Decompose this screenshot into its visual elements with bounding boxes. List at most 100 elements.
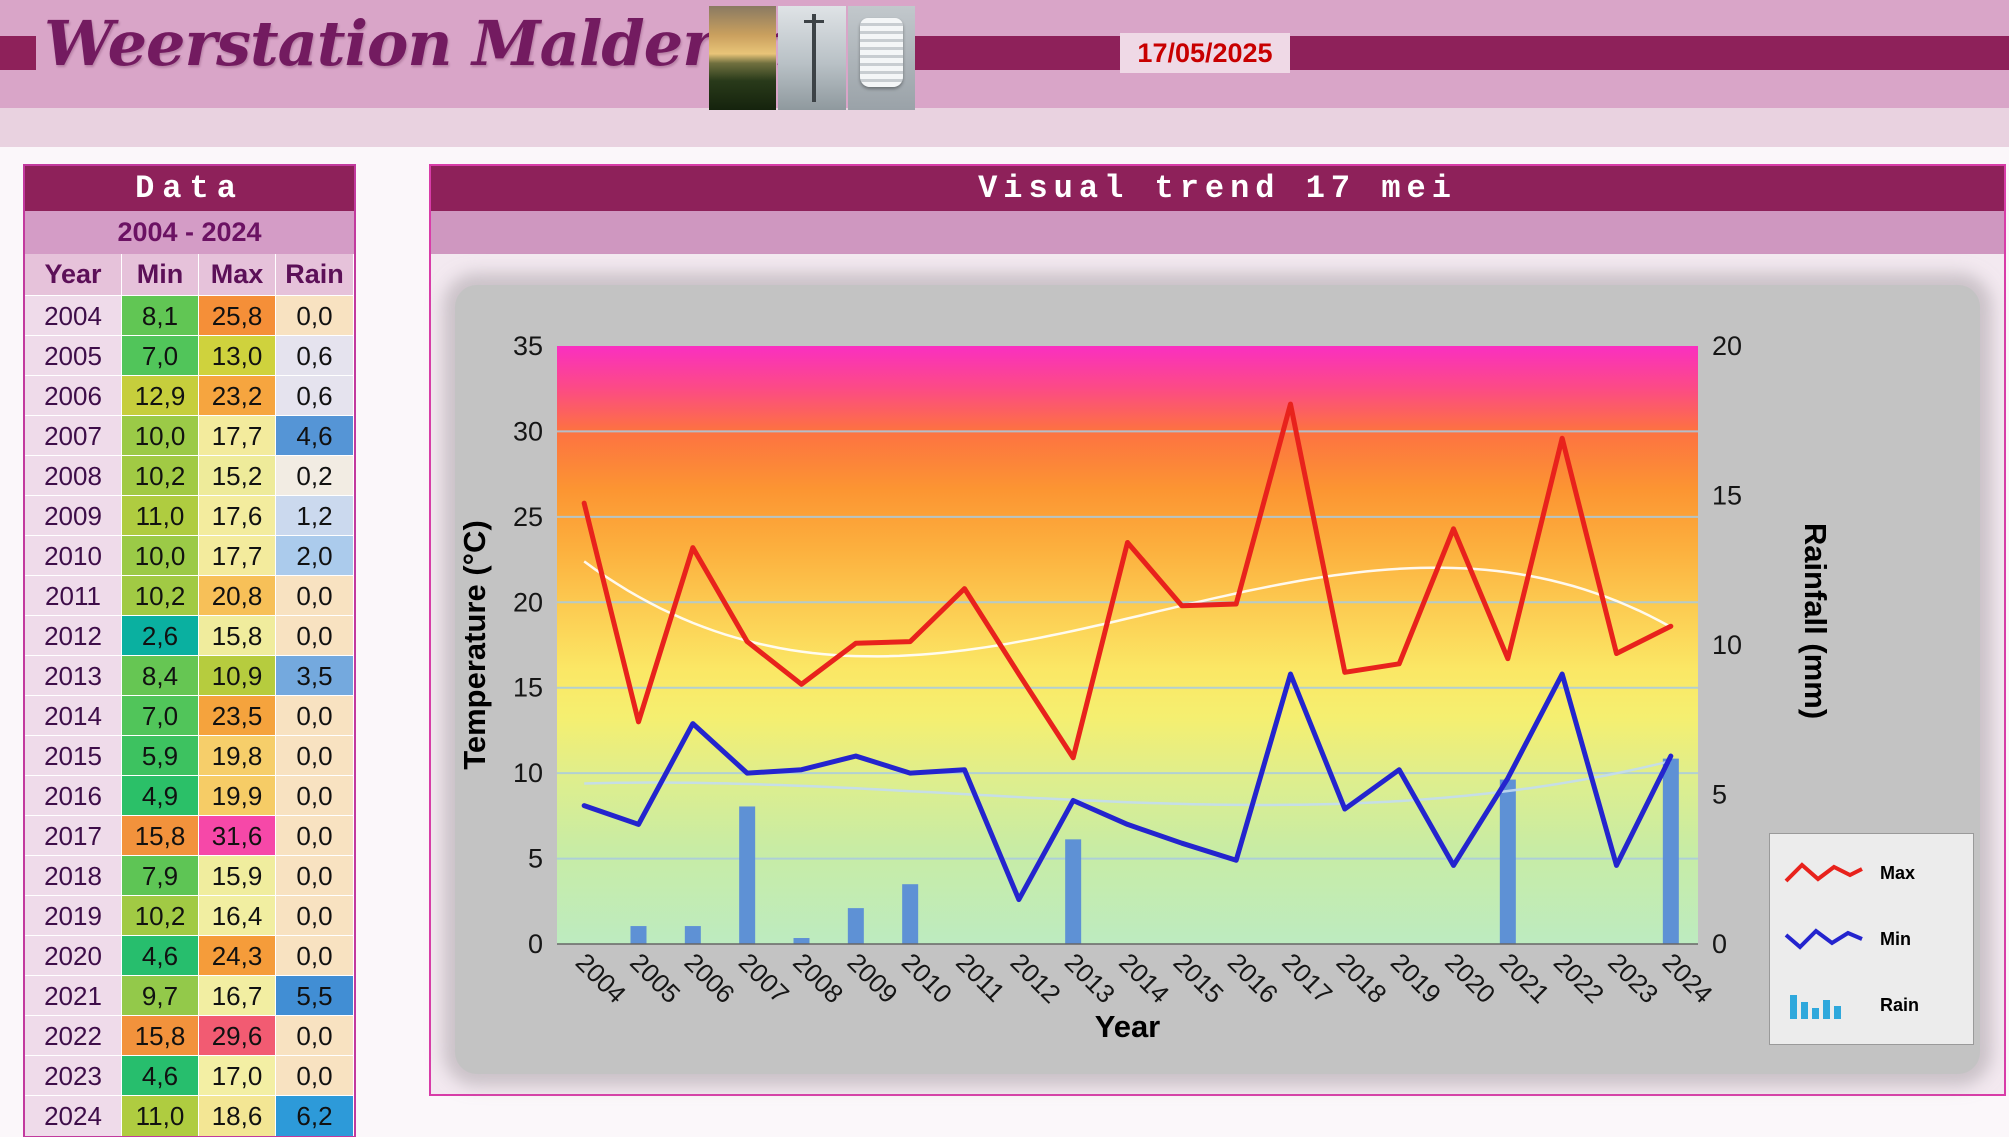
rain-cell: 0,6 bbox=[276, 335, 354, 376]
year-cell: 2004 bbox=[25, 295, 122, 336]
rain-cell: 0,6 bbox=[276, 375, 354, 416]
table-row: 2020 4,6 24,3 0,0 bbox=[25, 935, 354, 976]
rain-cell: 5,5 bbox=[276, 975, 354, 1016]
x-axis-tick: 2023 bbox=[1602, 947, 1664, 1009]
table-row: 2004 8,1 25,8 0,0 bbox=[25, 295, 354, 336]
table-row: 2013 8,4 10,9 3,5 bbox=[25, 655, 354, 696]
x-axis-tick: 2013 bbox=[1059, 947, 1121, 1009]
table-row: 2019 10,2 16,4 0,0 bbox=[25, 895, 354, 936]
rain-bar bbox=[847, 908, 864, 944]
chart-legend: Max Min Rain bbox=[1769, 833, 1974, 1045]
table-row: 2024 11,0 18,6 6,2 bbox=[25, 1095, 354, 1136]
y-axis-tick-left: 0 bbox=[528, 929, 543, 959]
header-band-bottom bbox=[0, 108, 2009, 147]
rain-cell: 2,0 bbox=[276, 535, 354, 576]
x-axis-tick: 2017 bbox=[1276, 947, 1338, 1009]
x-axis-tick: 2020 bbox=[1439, 947, 1501, 1009]
chart-area: 0 5 10 15 20 25 30 35 0 5 10 15 20 2004 2005 2006 2007 20… bbox=[455, 285, 1980, 1074]
table-row: 2010 10,0 17,7 2,0 bbox=[25, 535, 354, 576]
table-row: 2007 10,0 17,7 4,6 bbox=[25, 415, 354, 456]
table-row: 2023 4,6 17,0 0,0 bbox=[25, 1055, 354, 1096]
x-axis-tick: 2014 bbox=[1113, 947, 1175, 1009]
x-axis-tick: 2004 bbox=[570, 947, 632, 1009]
year-cell: 2019 bbox=[25, 895, 122, 936]
min-cell: 11,0 bbox=[122, 495, 199, 536]
x-axis-tick: 2018 bbox=[1331, 947, 1393, 1009]
rain-cell: 3,5 bbox=[276, 655, 354, 696]
year-cell: 2008 bbox=[25, 455, 122, 496]
rain-bar bbox=[793, 938, 810, 944]
y-axis-tick-left: 20 bbox=[513, 587, 543, 617]
rain-cell: 0,0 bbox=[276, 295, 354, 336]
y-axis-tick-right: 20 bbox=[1712, 331, 1742, 361]
date-display: 17/05/2025 bbox=[1120, 33, 1290, 73]
site-title: Weerstation Malderen bbox=[44, 7, 797, 80]
min-cell: 2,6 bbox=[122, 615, 199, 656]
column-header-rain: Rain bbox=[276, 254, 354, 295]
rain-bar bbox=[1499, 779, 1516, 944]
year-cell: 2012 bbox=[25, 615, 122, 656]
y-axis-tick-left: 25 bbox=[513, 502, 543, 532]
header-maroon-stripe-left bbox=[0, 36, 36, 70]
data-table-rows: 2004 8,1 25,8 0,0 2005 7,0 13,0 0,6 2006 12,9 23,2… bbox=[25, 295, 354, 1136]
min-line bbox=[581, 671, 1674, 903]
rain-cell: 0,0 bbox=[276, 935, 354, 976]
y-axis-title-left: Temperature (°C) bbox=[457, 520, 492, 770]
max-cell: 19,8 bbox=[199, 735, 276, 776]
rain-cell: 0,0 bbox=[276, 695, 354, 736]
legend-entry-rain: Rain bbox=[1782, 987, 1961, 1023]
max-cell: 17,0 bbox=[199, 1055, 276, 1096]
chart-title: Visual trend 17 mei bbox=[431, 166, 2004, 211]
table-row: 2017 15,8 31,6 0,0 bbox=[25, 815, 354, 856]
rain-cell: 0,0 bbox=[276, 575, 354, 616]
x-axis-tick: 2022 bbox=[1548, 947, 1610, 1009]
year-cell: 2021 bbox=[25, 975, 122, 1016]
x-axis-tick: 2024 bbox=[1657, 947, 1719, 1009]
mast-pole-graphic bbox=[803, 14, 824, 102]
x-axis-tick: 2015 bbox=[1168, 947, 1230, 1009]
max-cell: 17,6 bbox=[199, 495, 276, 536]
rain-cell: 6,2 bbox=[276, 1095, 354, 1136]
rain-bar bbox=[1065, 839, 1082, 944]
legend-label-min: Min bbox=[1880, 928, 1911, 949]
max-cell: 23,2 bbox=[199, 375, 276, 416]
y-axis-tick-right: 10 bbox=[1712, 630, 1742, 660]
min-trendline bbox=[584, 759, 1672, 807]
table-row: 2012 2,6 15,8 0,0 bbox=[25, 615, 354, 656]
y-axis-tick-left: 5 bbox=[528, 844, 543, 874]
max-cell: 15,9 bbox=[199, 855, 276, 896]
min-cell: 8,1 bbox=[122, 295, 199, 336]
chart-panel: Visual trend 17 mei 0 5 10 15 20 25 30 35 0 5 10 15… bbox=[429, 164, 2006, 1096]
legend-rain-bars-icon bbox=[1790, 995, 1841, 1019]
header-photo-instrument bbox=[847, 6, 915, 110]
year-cell: 2018 bbox=[25, 855, 122, 896]
table-row: 2006 12,9 23,2 0,6 bbox=[25, 375, 354, 416]
max-cell: 10,9 bbox=[199, 655, 276, 696]
table-row: 2008 10,2 15,2 0,2 bbox=[25, 455, 354, 496]
rain-bar bbox=[1662, 758, 1679, 944]
max-cell: 24,3 bbox=[199, 935, 276, 976]
year-cell: 2007 bbox=[25, 415, 122, 456]
table-row: 2014 7,0 23,5 0,0 bbox=[25, 695, 354, 736]
max-line bbox=[581, 401, 1674, 761]
min-cell: 4,6 bbox=[122, 1055, 199, 1096]
year-cell: 2023 bbox=[25, 1055, 122, 1096]
rain-cell: 0,2 bbox=[276, 455, 354, 496]
year-cell: 2014 bbox=[25, 695, 122, 736]
table-row: 2018 7,9 15,9 0,0 bbox=[25, 855, 354, 896]
x-axis-tick: 2007 bbox=[733, 947, 795, 1009]
legend-entry-min: Min bbox=[1782, 921, 1961, 957]
rain-cell: 0,0 bbox=[276, 615, 354, 656]
year-cell: 2017 bbox=[25, 815, 122, 856]
min-cell: 15,8 bbox=[122, 1015, 199, 1056]
min-cell: 10,0 bbox=[122, 415, 199, 456]
x-axis-title: Year bbox=[1095, 1009, 1161, 1044]
rain-bar bbox=[684, 926, 701, 944]
max-cell: 19,9 bbox=[199, 775, 276, 816]
max-cell: 31,6 bbox=[199, 815, 276, 856]
table-row: 2009 11,0 17,6 1,2 bbox=[25, 495, 354, 536]
y-axis-tick-left: 10 bbox=[513, 758, 543, 788]
table-row: 2022 15,8 29,6 0,0 bbox=[25, 1015, 354, 1056]
table-row: 2005 7,0 13,0 0,6 bbox=[25, 335, 354, 376]
x-axis-tick: 2008 bbox=[787, 947, 849, 1009]
